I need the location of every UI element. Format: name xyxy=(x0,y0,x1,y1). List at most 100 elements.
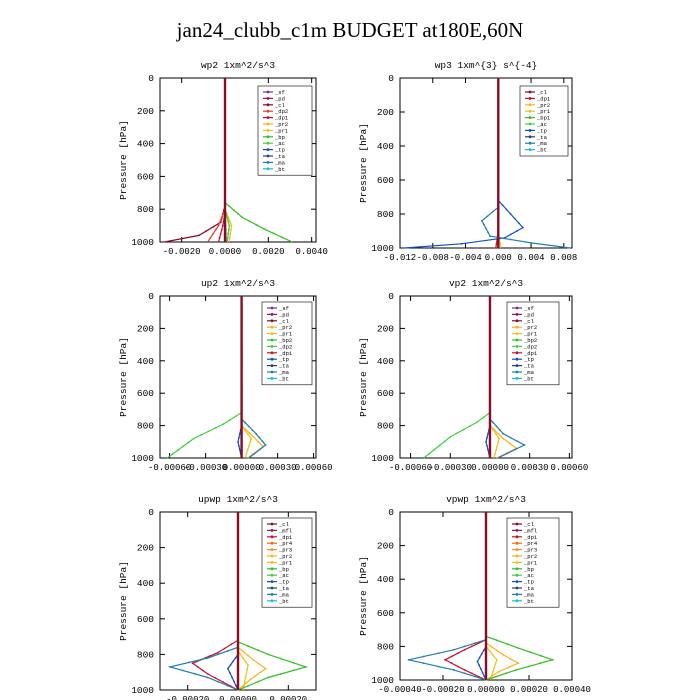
panel-2: wp3 1xm^{3} s^{-4} Pressure [hPa] 0 200 400 6… xyxy=(358,60,577,263)
legend-marker xyxy=(528,148,532,152)
series-marker xyxy=(250,437,253,440)
series-marker xyxy=(248,432,251,435)
series-marker xyxy=(244,421,247,424)
panel-3: up2 1xm^2/s^3 Pressure [hPa] 0 200 400 600 800… xyxy=(118,278,333,473)
legend-marker xyxy=(270,370,274,374)
legend-entry: _pr4 xyxy=(278,540,293,547)
x-tick-label: 0.00020 xyxy=(510,685,548,695)
x-tick-label: 0.00020 xyxy=(269,695,307,700)
series-marker xyxy=(513,217,516,220)
legend-entry: _ma xyxy=(278,591,290,598)
legend-entry: _tp xyxy=(274,147,285,154)
series-marker xyxy=(502,432,505,435)
series-marker xyxy=(206,657,209,659)
series-marker xyxy=(407,658,410,661)
series-marker xyxy=(264,444,267,446)
legend-entry: _dp1 xyxy=(523,534,538,541)
legend-marker xyxy=(515,325,519,329)
legend-entry: _sf xyxy=(278,305,289,312)
series-marker xyxy=(508,442,511,445)
series-marker xyxy=(212,232,215,235)
x-tick-label: -0.008 xyxy=(417,253,449,263)
series-marker xyxy=(192,437,195,440)
legend-entry: _cl xyxy=(523,521,534,528)
legend-marker xyxy=(266,161,270,164)
legend-marker xyxy=(270,357,274,361)
series-marker xyxy=(219,232,222,235)
legend-entry: _bp2 xyxy=(278,337,292,344)
x-tick-label: 0.00000 xyxy=(471,463,509,473)
series_dp2 xyxy=(423,295,491,459)
series_dp2 xyxy=(207,77,226,243)
series-marker xyxy=(220,228,223,231)
series-marker xyxy=(444,658,446,661)
series-marker xyxy=(209,237,212,239)
legend-entry: _ma xyxy=(278,369,290,376)
series-marker xyxy=(479,668,482,670)
legend-entry: _pr2 xyxy=(278,553,292,560)
y-tick-label: 400 xyxy=(377,141,394,152)
series-marker xyxy=(229,672,231,674)
legend-marker xyxy=(528,103,532,107)
legend-marker xyxy=(515,370,519,374)
legend-entry: _pr2 xyxy=(523,553,537,560)
x-tick-label: -0.00020 xyxy=(421,685,464,695)
series-marker xyxy=(180,237,183,240)
panel-title: vp2 1xm^2/s^3 xyxy=(449,278,523,289)
series-marker xyxy=(498,670,500,673)
y-axis-label: Pressure [hPa] xyxy=(118,120,129,200)
legend-marker xyxy=(270,522,274,526)
y-tick-label: 800 xyxy=(377,641,394,652)
series-marker xyxy=(496,650,499,652)
series-marker xyxy=(214,677,217,679)
legend-entry: _bt xyxy=(278,375,289,382)
legend-entry: _bt xyxy=(523,598,534,605)
legend-entry: _pr3 xyxy=(278,547,292,554)
plot-frame xyxy=(399,77,573,249)
series-marker xyxy=(169,666,172,668)
series-line xyxy=(237,512,267,691)
series-marker xyxy=(187,441,190,444)
legend-entry: _ta xyxy=(278,363,290,370)
legend-entry: _dp1 xyxy=(523,350,538,357)
y-tick-label: 1000 xyxy=(131,237,154,248)
series-marker xyxy=(249,441,251,444)
legend-marker xyxy=(515,548,519,551)
legend-marker xyxy=(266,109,270,113)
figure-title: jan24_clubb_c1m BUDGET at180E,60N xyxy=(176,18,524,42)
legend: _cl_dp1_pr2_pr1_bp1_ac_tp_ta_ma_bt xyxy=(519,85,569,157)
legend: _cl_mfl_dp1_pr4_pr3_pr2_pr1_bp_ac_tp_ta_… xyxy=(261,517,313,608)
series-marker xyxy=(263,228,265,230)
y-axis-label: Pressure [hPa] xyxy=(358,337,369,417)
legend-marker xyxy=(528,90,532,94)
legend-entry: _bp xyxy=(274,134,285,141)
legend-entry: _tp xyxy=(278,579,289,586)
legend-marker xyxy=(515,338,519,342)
legend-marker xyxy=(270,535,274,539)
series-marker xyxy=(238,449,241,451)
legend-marker xyxy=(528,109,532,113)
x-tick-label: -0.00060 xyxy=(389,463,432,473)
legend-marker xyxy=(270,377,274,380)
series-marker xyxy=(452,669,455,671)
series-marker xyxy=(176,449,179,452)
legend-entry: _pr4 xyxy=(523,540,538,547)
legend-marker xyxy=(528,141,532,145)
series-marker xyxy=(450,655,453,658)
series-line xyxy=(227,512,239,691)
y-axis-label: Pressure [hPa] xyxy=(358,556,369,636)
series-marker xyxy=(437,652,440,654)
series-marker xyxy=(509,658,512,660)
y-axis-label: Pressure [hPa] xyxy=(118,337,129,417)
y-tick-label: 800 xyxy=(377,421,394,432)
series-marker xyxy=(229,664,232,666)
series-marker xyxy=(491,210,494,213)
series-marker xyxy=(217,653,219,656)
series-marker xyxy=(463,645,466,648)
series-marker xyxy=(483,649,485,652)
series-marker xyxy=(234,415,237,418)
series-marker xyxy=(238,436,240,439)
series-marker xyxy=(247,684,250,687)
legend-marker xyxy=(270,554,274,558)
series-marker xyxy=(509,436,512,439)
